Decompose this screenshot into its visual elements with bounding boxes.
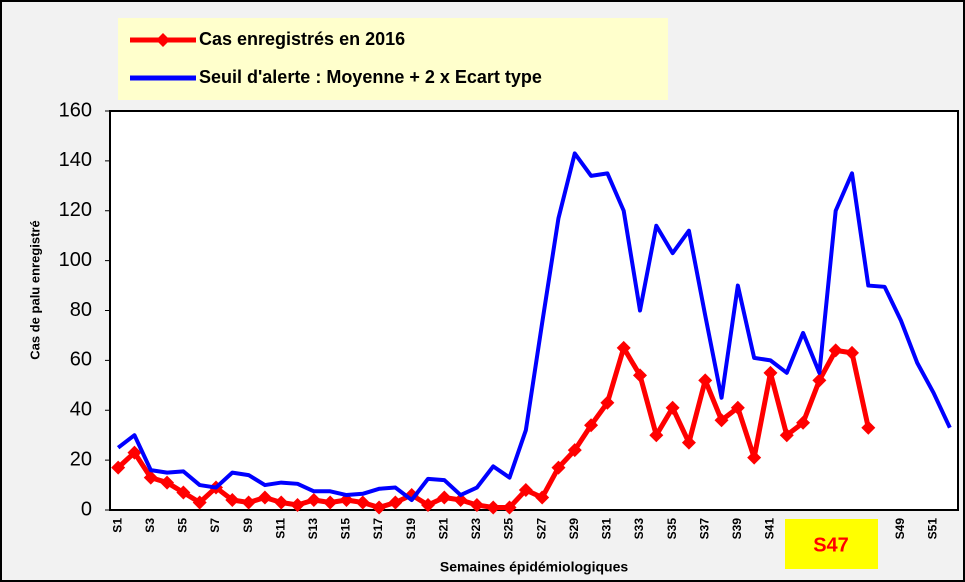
x-tick-label: S7 <box>208 518 222 533</box>
x-tick-label: S39 <box>730 518 744 540</box>
point <box>551 460 566 475</box>
y-tick-label: 80 <box>70 299 92 321</box>
point <box>649 428 664 443</box>
point <box>730 400 745 415</box>
point <box>160 475 175 490</box>
x-tick-label: S5 <box>176 518 190 533</box>
x-tick-label: S17 <box>371 518 385 540</box>
x-tick-label: S31 <box>600 518 614 540</box>
legend <box>118 18 668 100</box>
y-tick-label: 0 <box>81 498 92 520</box>
point <box>502 500 517 515</box>
point <box>812 373 827 388</box>
y-tick-label: 140 <box>59 149 92 171</box>
point <box>779 428 794 443</box>
point <box>714 413 729 428</box>
point <box>274 495 289 510</box>
x-tick-label: S3 <box>143 518 157 533</box>
point <box>323 495 338 510</box>
x-tick-label: S51 <box>926 518 940 540</box>
point <box>421 498 435 513</box>
x-tick-label: S27 <box>534 518 548 540</box>
x-tick-label: S9 <box>241 518 255 533</box>
point <box>665 400 680 415</box>
y-tick-label: 100 <box>59 249 92 271</box>
x-tick-label: S23 <box>469 518 483 540</box>
y-tick-label: 40 <box>70 399 92 421</box>
point <box>225 493 240 508</box>
point <box>111 460 126 475</box>
point <box>584 418 599 433</box>
point <box>306 493 321 508</box>
x-tick-label: S21 <box>436 518 450 540</box>
x-tick-label: S25 <box>502 518 516 540</box>
plot-area <box>109 110 959 511</box>
y-axis-title: Cas de palu enregistré <box>27 220 42 359</box>
point <box>681 435 696 450</box>
point <box>469 498 484 513</box>
y-tick-label: 160 <box>59 99 92 121</box>
point <box>763 365 778 380</box>
point <box>796 415 811 430</box>
x-tick-label: S13 <box>306 518 320 540</box>
x-axis-title: Semaines épidémiologiques <box>440 559 628 575</box>
point <box>486 500 501 515</box>
point <box>518 483 533 498</box>
point <box>372 500 387 515</box>
legend-marker <box>156 33 170 47</box>
point <box>176 485 191 500</box>
point <box>861 420 876 435</box>
x-tick-label: S35 <box>665 518 679 540</box>
annotation: S47 <box>813 534 849 556</box>
point <box>355 495 370 510</box>
point <box>698 373 713 388</box>
series-line <box>116 151 952 503</box>
x-tick-label: S15 <box>339 518 353 540</box>
point <box>535 490 550 505</box>
point <box>747 450 762 465</box>
point <box>257 490 272 505</box>
legend-label: Cas enregistrés en 2016 <box>199 29 405 49</box>
point <box>453 493 468 508</box>
point <box>567 443 582 458</box>
x-tick-label: S41 <box>763 518 777 540</box>
x-tick-label: S19 <box>404 518 418 540</box>
point <box>192 495 207 510</box>
legend-label: Seuil d'alerte : Moyenne + 2 x Ecart typ… <box>199 67 542 87</box>
x-tick-label: S1 <box>110 518 124 533</box>
point <box>388 495 403 510</box>
x-tick-label: S11 <box>273 518 287 539</box>
y-tick-label: 20 <box>70 448 92 470</box>
point <box>437 490 452 505</box>
point <box>633 368 647 383</box>
point <box>143 470 158 485</box>
point <box>127 445 142 460</box>
y-tick-label: 120 <box>59 199 92 221</box>
point <box>600 395 615 410</box>
x-tick-label: S49 <box>893 518 907 540</box>
annotation-box <box>785 519 878 569</box>
point <box>616 340 631 355</box>
x-tick-label: S29 <box>567 518 581 540</box>
point <box>828 343 843 358</box>
point <box>241 495 256 510</box>
x-tick-label: S33 <box>632 518 646 540</box>
x-tick-label: S37 <box>697 518 711 540</box>
y-tick-label: 60 <box>70 349 92 371</box>
point <box>845 345 859 360</box>
point <box>290 498 305 513</box>
